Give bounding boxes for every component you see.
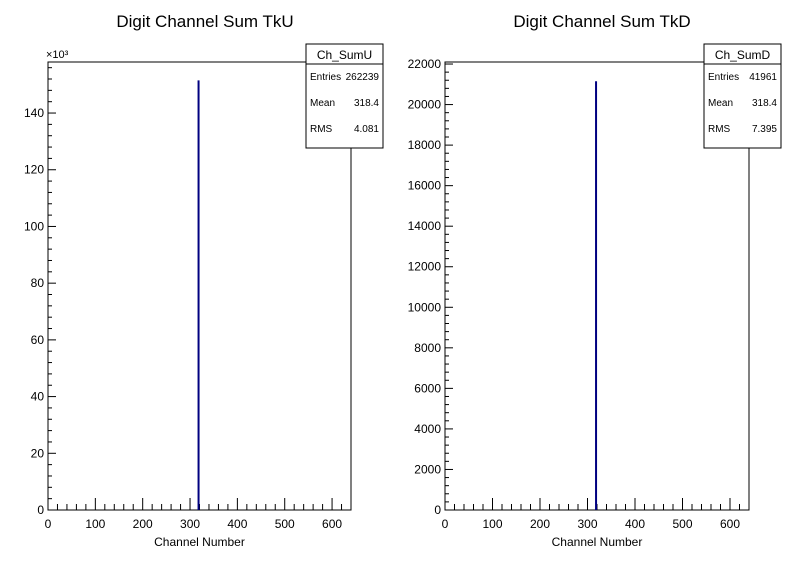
x-tick-label: 100 xyxy=(482,517,502,531)
x-tick-label: 0 xyxy=(45,517,52,531)
y-tick-label: 0 xyxy=(434,503,441,517)
y-tick-label: 40 xyxy=(31,390,45,404)
x-tick-label: 0 xyxy=(442,517,449,531)
stats-box-frame xyxy=(703,43,782,149)
stats-label: Mean xyxy=(708,98,733,109)
x-tick-label: 600 xyxy=(322,517,342,531)
stats-label: Entries xyxy=(708,72,739,83)
stats-box-frame xyxy=(305,43,384,149)
y-tick-label: 0 xyxy=(37,503,44,517)
y-tick-label: 10000 xyxy=(408,300,442,314)
histogram-panel-tkd: Digit Channel Sum TkD Channel Number 0 100 2… xyxy=(408,12,782,549)
y-tick-label: 120 xyxy=(24,163,44,177)
x-tick-label: 300 xyxy=(577,517,597,531)
x-tick-label: 200 xyxy=(133,517,153,531)
stats-box-title: Ch_SumU xyxy=(317,48,372,62)
y-tick-label: 18000 xyxy=(408,138,442,152)
x-tick-label: 400 xyxy=(227,517,247,531)
y-tick-label: 6000 xyxy=(414,381,441,395)
stats-value: 318.4 xyxy=(354,98,379,109)
y-tick-label: 4000 xyxy=(414,422,441,436)
x-axis-label: Channel Number xyxy=(552,535,643,549)
y-tick-label: 22000 xyxy=(408,57,442,71)
y-tick-label: 20000 xyxy=(408,98,442,112)
stats-value: 4.081 xyxy=(354,124,379,135)
stats-box: Ch_SumD Entries 41961 Mean 318.4 RMS 7.395 xyxy=(703,43,782,149)
stats-label: RMS xyxy=(310,124,333,135)
stats-value: 41961 xyxy=(749,72,777,83)
stats-value: 7.395 xyxy=(752,124,777,135)
y-tick-label: 2000 xyxy=(414,462,441,476)
x-tick-label: 500 xyxy=(672,517,692,531)
stats-label: RMS xyxy=(708,124,731,135)
x-tick-label: 500 xyxy=(275,517,295,531)
y-tick-label: 16000 xyxy=(408,179,442,193)
chart-title: Digit Channel Sum TkD xyxy=(513,12,690,31)
x-axis-label: Channel Number xyxy=(154,535,245,549)
y-tick-label: 20 xyxy=(31,446,45,460)
stats-value: 318.4 xyxy=(752,98,777,109)
histogram-panel-tku: Digit Channel Sum TkU Channel Number 0 100 2… xyxy=(24,12,384,549)
stats-label: Entries xyxy=(310,72,341,83)
stats-label: Mean xyxy=(310,98,335,109)
stats-value: 262239 xyxy=(346,72,380,83)
stats-box-title: Ch_SumD xyxy=(715,48,771,62)
x-tick-label: 200 xyxy=(530,517,550,531)
y-multiplier-label: ×10³ xyxy=(46,49,69,61)
y-tick-label: 12000 xyxy=(408,260,442,274)
y-tick-label: 8000 xyxy=(414,341,441,355)
y-tick-label: 14000 xyxy=(408,219,442,233)
x-tick-label: 100 xyxy=(85,517,105,531)
x-tick-label: 600 xyxy=(720,517,740,531)
stats-box: Ch_SumU Entries 262239 Mean 318.4 RMS 4.081 xyxy=(305,43,384,149)
x-tick-label: 300 xyxy=(180,517,200,531)
chart-title: Digit Channel Sum TkU xyxy=(116,12,293,31)
y-tick-label: 100 xyxy=(24,219,44,233)
y-tick-label: 140 xyxy=(24,106,44,120)
y-tick-label: 80 xyxy=(31,276,45,290)
y-tick-label: 60 xyxy=(31,333,45,347)
x-tick-label: 400 xyxy=(625,517,645,531)
